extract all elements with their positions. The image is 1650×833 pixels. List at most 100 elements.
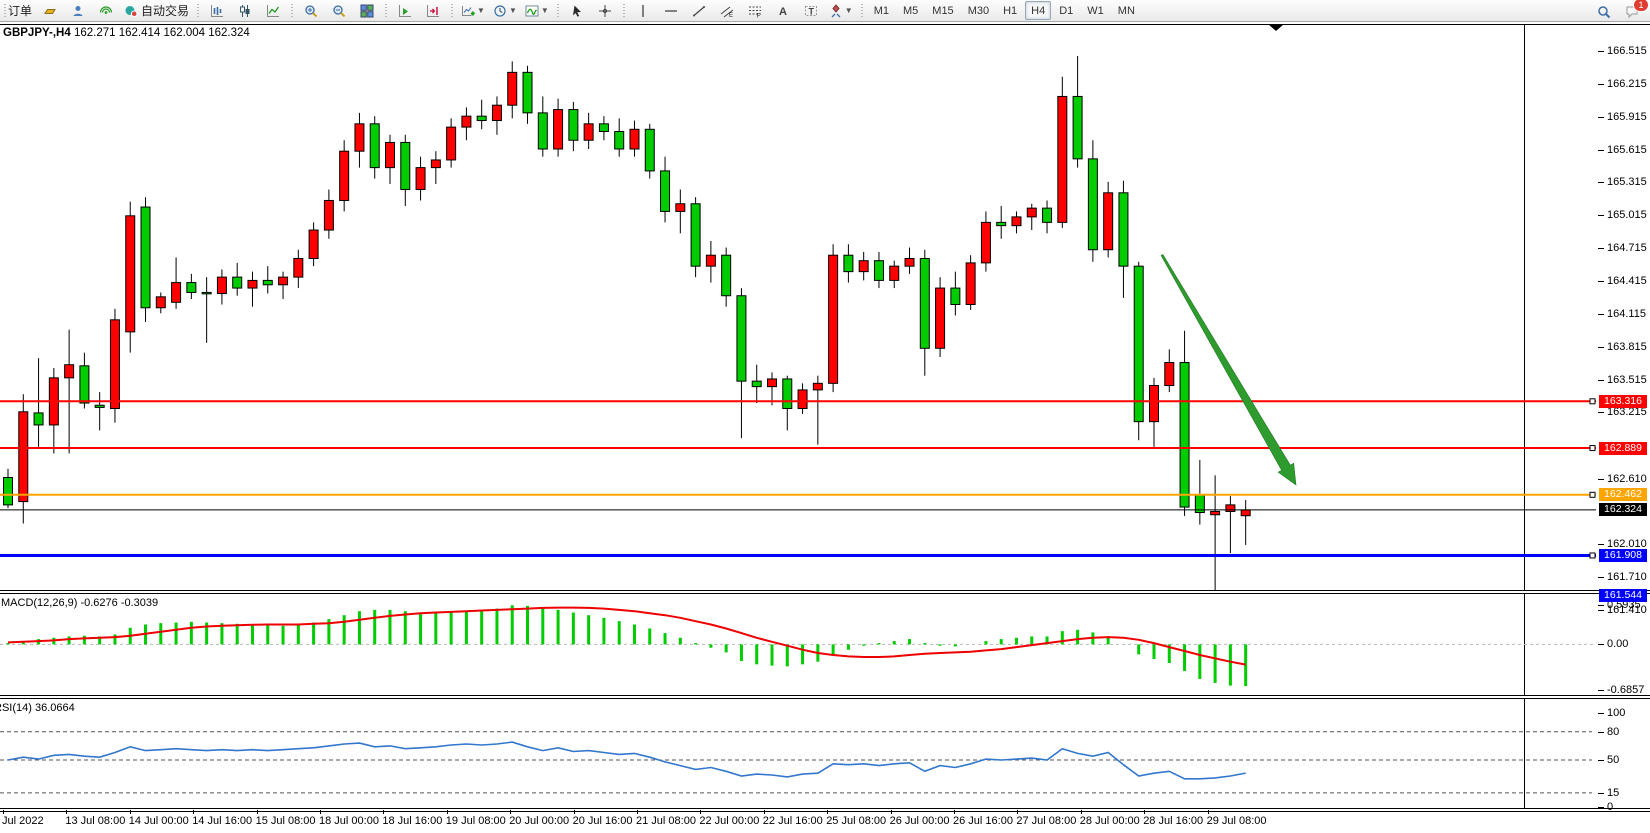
- rsi-tick-label: 0: [1607, 801, 1614, 813]
- cursor-button[interactable]: [564, 0, 590, 21]
- line-anchor-handle[interactable]: [1589, 445, 1596, 452]
- candle-body: [3, 477, 13, 506]
- autotrading-button[interactable]: 自动交易: [121, 0, 192, 21]
- auto-scroll-button[interactable]: [392, 0, 418, 21]
- timeframe-button-m30[interactable]: M30: [967, 4, 990, 17]
- line-chart-button[interactable]: [260, 0, 286, 21]
- toolbar-grip[interactable]: [3, 3, 7, 18]
- horizontal-line-button[interactable]: [658, 0, 684, 21]
- periods-button[interactable]: ▼: [490, 0, 520, 21]
- label-button[interactable]: T: [798, 0, 824, 21]
- dropdown-caret-icon[interactable]: ▼: [508, 6, 517, 15]
- zoom-in-button[interactable]: [298, 0, 324, 21]
- price-tick-label: 164.415: [1607, 274, 1647, 287]
- time-tick-label: 28 Jul 16:00: [1143, 815, 1204, 827]
- toolbar-grip[interactable]: [384, 3, 389, 18]
- toolbar-grip[interactable]: [196, 3, 201, 18]
- main-chart[interactable]: [0, 24, 1650, 592]
- time-tick: [1207, 810, 1209, 814]
- vertical-line-button[interactable]: [630, 0, 656, 21]
- toolbar-grip[interactable]: [555, 3, 560, 18]
- equidistant-channel-button[interactable]: E: [714, 0, 740, 21]
- timeframe-button-d1[interactable]: D1: [1059, 4, 1074, 17]
- chart-title: GBPJPY-,H4 162.271 162.414 162.004 162.3…: [3, 27, 250, 39]
- goldbar-icon: [44, 8, 56, 14]
- candle-body: [1072, 95, 1083, 160]
- down-arrow-annotation[interactable]: [1160, 254, 1297, 486]
- new-chart-button[interactable]: ▼: [458, 0, 488, 21]
- scale-tick: [1598, 605, 1604, 606]
- scale-tick: [1598, 412, 1604, 414]
- candle-body: [675, 203, 686, 212]
- svg-text:E: E: [729, 13, 733, 18]
- candlestick-chart-button[interactable]: [232, 0, 258, 21]
- tile-windows-button[interactable]: [354, 0, 380, 21]
- candle-body: [385, 141, 395, 169]
- rsi-label: RSI(14) 36.0664: [0, 702, 75, 714]
- candle-body: [1026, 207, 1037, 218]
- candle-body: [430, 159, 441, 169]
- candle-body: [171, 282, 182, 303]
- timeframe-button-mn[interactable]: MN: [1117, 4, 1135, 17]
- zoom-out-button[interactable]: [326, 0, 352, 21]
- gold-bar-button[interactable]: [37, 0, 63, 21]
- toolbar-grip[interactable]: [859, 3, 864, 18]
- arrows-button[interactable]: ▼: [826, 0, 856, 21]
- line-anchor-handle[interactable]: [1589, 491, 1596, 498]
- signal-button[interactable]: [93, 0, 119, 21]
- timeframe-button-h1[interactable]: H1: [1003, 4, 1018, 17]
- time-tick-label: 25 Jul 08:00: [826, 815, 887, 827]
- dropdown-caret-icon[interactable]: ▼: [844, 6, 853, 15]
- macd-panel-splitter[interactable]: [0, 590, 1650, 594]
- new-order-button[interactable]: 订单: [2, 0, 35, 21]
- timeframe-button-h4[interactable]: H4: [1025, 1, 1052, 20]
- chart-shift-marker[interactable]: [1268, 24, 1284, 31]
- toolbar-grip[interactable]: [450, 3, 455, 18]
- indicators-button[interactable]: ▼: [522, 0, 552, 21]
- rsi-panel[interactable]: [0, 699, 1650, 808]
- zoomout-icon: [333, 4, 346, 17]
- account-button[interactable]: [65, 0, 91, 21]
- timeframe-button-m15[interactable]: M15: [932, 4, 954, 17]
- time-tick-label: 20 Jul 00:00: [509, 815, 570, 827]
- rsi-panel-splitter[interactable]: [0, 695, 1650, 699]
- candle-body: [767, 378, 777, 388]
- fibonacci-button[interactable]: F: [742, 0, 768, 21]
- timeframe-button-m5[interactable]: M5: [903, 4, 919, 17]
- candle-body: [1210, 510, 1221, 516]
- candle-body: [553, 109, 564, 150]
- line-anchor-handle[interactable]: [1589, 552, 1596, 559]
- macd-panel[interactable]: [0, 594, 1650, 695]
- toolbar-grip[interactable]: [290, 3, 295, 18]
- toolbar-grip[interactable]: [621, 3, 626, 18]
- dropdown-caret-icon[interactable]: ▼: [477, 6, 485, 15]
- line-anchor-handle[interactable]: [1589, 398, 1596, 405]
- candle-body: [94, 404, 105, 408]
- shift-icon: [427, 4, 440, 17]
- scale-tick: [1598, 731, 1604, 733]
- crosshair-button[interactable]: [592, 0, 618, 21]
- candle-body: [354, 123, 365, 152]
- chart-window[interactable]: GBPJPY-,H4 162.271 162.414 162.004 162.3…: [0, 22, 1650, 833]
- trendline-button[interactable]: [686, 0, 712, 21]
- text-button[interactable]: A: [770, 0, 796, 21]
- search-button[interactable]: [1591, 1, 1617, 22]
- candle-body: [690, 203, 701, 267]
- candle-body: [33, 412, 44, 426]
- candle-body: [1149, 385, 1159, 423]
- timeframe-button-w1[interactable]: W1: [1087, 4, 1104, 17]
- chart-shift-button[interactable]: [420, 0, 446, 21]
- price-tick-label: 163.515: [1607, 373, 1647, 386]
- candle-body: [950, 287, 961, 305]
- candle-body: [1133, 265, 1144, 423]
- time-tick-label: 18 Jul 00:00: [319, 815, 379, 827]
- chat-button[interactable]: 1: [1619, 0, 1649, 22]
- time-tick: [700, 810, 702, 814]
- dropdown-caret-icon[interactable]: ▼: [540, 6, 549, 15]
- candle-body: [186, 282, 197, 293]
- bar-chart-button[interactable]: [204, 0, 230, 21]
- candle-body: [64, 364, 75, 379]
- level-price-tag: 162.889: [1599, 441, 1647, 455]
- timeframe-button-m1[interactable]: M1: [873, 4, 889, 17]
- candle-body: [125, 215, 136, 333]
